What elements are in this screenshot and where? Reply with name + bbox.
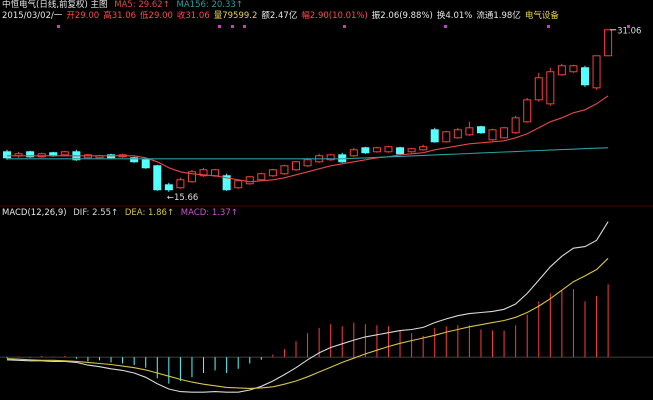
candle-body bbox=[268, 169, 277, 177]
high-label: 31.06 bbox=[617, 26, 641, 36]
candle-body bbox=[476, 126, 485, 134]
chart-title: 中恒电气(日线,前复权) 主图 bbox=[2, 0, 108, 10]
candle-body bbox=[303, 159, 312, 167]
candle-body bbox=[222, 175, 231, 191]
event-marker bbox=[444, 25, 447, 28]
candle-body bbox=[187, 171, 196, 183]
candle-body bbox=[592, 55, 601, 89]
candle-body bbox=[396, 147, 405, 155]
candle-body bbox=[465, 127, 474, 136]
candle-body bbox=[26, 151, 35, 158]
candle-body bbox=[245, 176, 254, 185]
candle-body bbox=[488, 129, 497, 141]
legend-entry: MA5: 29.62↑ bbox=[114, 0, 170, 10]
quote-field: 流通1.98亿 bbox=[476, 11, 521, 21]
quote-field: 振2.06(9.88%) bbox=[371, 11, 433, 21]
main-header: 中恒电气(日线,前复权) 主图 MA5: 29.62↑ MA156: 20.33… bbox=[2, 0, 247, 11]
candle-body bbox=[349, 149, 358, 157]
ma-line bbox=[7, 95, 609, 183]
candle-body bbox=[141, 159, 150, 169]
candle-body bbox=[257, 173, 266, 181]
candle-body bbox=[569, 65, 578, 73]
quote-field: 电气设备 bbox=[524, 11, 559, 21]
candle-body bbox=[384, 146, 393, 153]
event-marker bbox=[627, 25, 630, 28]
quote-field: 2015/03/02/一 bbox=[2, 11, 63, 21]
candle-body bbox=[442, 131, 451, 143]
candle-body bbox=[176, 179, 185, 189]
candle-body bbox=[500, 127, 509, 139]
candle-body bbox=[164, 184, 173, 191]
candle-body bbox=[211, 169, 220, 177]
quote-field: 高31.06 bbox=[103, 11, 137, 21]
quote-field: 开29.00 bbox=[66, 11, 100, 21]
low-label: ←15.66 bbox=[167, 193, 198, 203]
candle-body bbox=[234, 180, 243, 189]
quote-field: 换4.01% bbox=[436, 11, 473, 21]
event-marker bbox=[343, 25, 346, 28]
ma-line bbox=[7, 147, 609, 160]
candle-body bbox=[523, 99, 532, 123]
candle-body bbox=[430, 129, 439, 143]
candle-body bbox=[419, 146, 428, 151]
legend-entry: DEA: 1.86↑ bbox=[124, 208, 175, 218]
event-marker bbox=[231, 25, 234, 28]
candle-body bbox=[361, 147, 370, 154]
candle-body bbox=[292, 161, 300, 171]
candle-body bbox=[199, 169, 208, 177]
candle-body bbox=[130, 157, 139, 163]
event-marker bbox=[57, 25, 60, 28]
legend-entry: DIF: 2.55↑ bbox=[73, 208, 119, 218]
candle-body bbox=[153, 165, 162, 191]
candle-body bbox=[372, 147, 381, 153]
candle-body bbox=[3, 151, 11, 159]
event-marker bbox=[218, 25, 221, 28]
event-marker bbox=[243, 25, 246, 28]
macd-line bbox=[6, 257, 609, 389]
candle-body bbox=[60, 151, 69, 156]
chart-title: MACD(12,26,9) bbox=[2, 208, 67, 218]
candle-body bbox=[511, 117, 520, 134]
candle-body bbox=[534, 77, 543, 101]
candle-body bbox=[604, 29, 613, 57]
candle-body bbox=[581, 67, 589, 86]
legend-entry: MACD: 1.37↑ bbox=[180, 208, 238, 218]
event-markers bbox=[57, 25, 630, 28]
candle-body bbox=[453, 129, 462, 139]
candle-body bbox=[407, 148, 416, 153]
quote-field: 收31.06 bbox=[176, 11, 210, 21]
candle-body bbox=[546, 71, 555, 105]
macd-header: MACD(12,26,9) DIF: 2.55↑ DEA: 1.86↑ MACD… bbox=[2, 208, 242, 219]
candle-body bbox=[326, 154, 335, 161]
macd-line bbox=[6, 221, 609, 393]
candle-body bbox=[280, 165, 289, 175]
candle-body bbox=[557, 65, 566, 76]
quote-field: 幅2.90(10.01%) bbox=[301, 11, 368, 21]
legend-entry: MA156: 20.33↑ bbox=[176, 0, 243, 10]
event-marker bbox=[547, 25, 550, 28]
quote-field: 低29.00 bbox=[140, 11, 173, 21]
quote-header: 2015/03/02/一 开29.00 高31.06 低29.00 收31.06 量795… bbox=[2, 11, 563, 22]
quote-field: 额2.47亿 bbox=[261, 11, 298, 21]
quote-field: 量79599.2 bbox=[213, 11, 258, 21]
